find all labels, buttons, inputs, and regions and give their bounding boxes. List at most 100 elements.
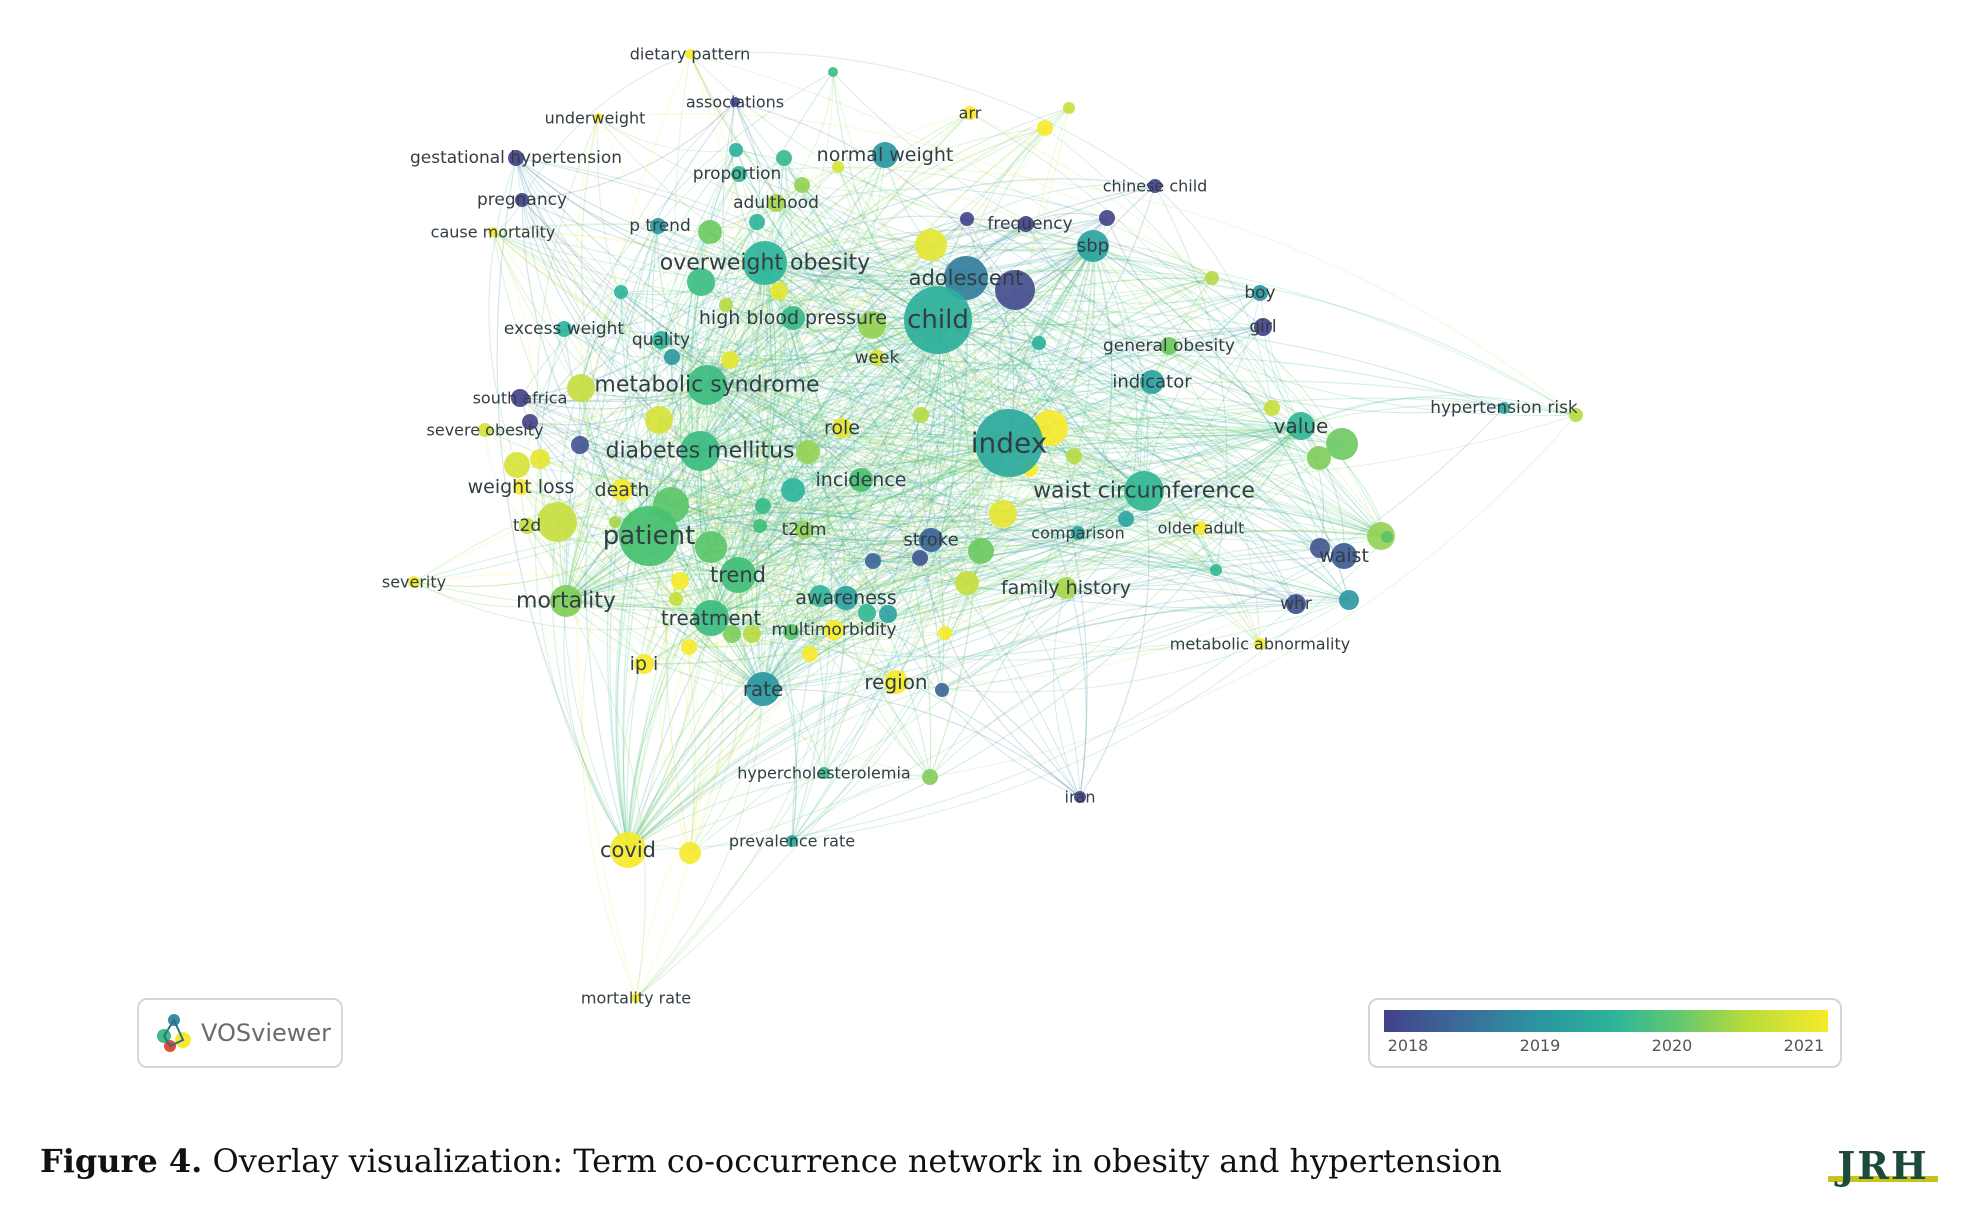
network-edge — [710, 218, 968, 619]
node-general-obesity[interactable] — [1160, 337, 1178, 355]
node-associations[interactable] — [730, 97, 740, 107]
node-comparison[interactable] — [1071, 526, 1085, 540]
node-mortality[interactable] — [550, 585, 582, 617]
node-boy[interactable] — [1252, 285, 1268, 301]
network-edge — [710, 443, 1343, 622]
network-edge — [580, 112, 971, 389]
label-hypertension-risk: hypertension risk — [1430, 398, 1578, 418]
node-metabolic-syndrome[interactable] — [687, 365, 727, 405]
network-edge — [887, 217, 1108, 615]
node-metabolic-abnormality[interactable] — [1254, 638, 1266, 650]
node-ip-i[interactable] — [634, 654, 654, 674]
node-indicator[interactable] — [1140, 370, 1164, 394]
node-role[interactable] — [832, 418, 852, 438]
node-death[interactable] — [611, 479, 633, 501]
network-edge — [529, 421, 932, 542]
node-whr[interactable] — [1286, 594, 1306, 614]
node-multimorbidity[interactable] — [824, 620, 844, 640]
node-waist[interactable] — [1331, 543, 1357, 569]
node-week[interactable] — [869, 350, 885, 366]
node-waist-circumference[interactable] — [1124, 471, 1164, 511]
node-overweight-obesity[interactable] — [743, 241, 787, 285]
node-excess-weight[interactable] — [556, 321, 572, 337]
node-proportion[interactable] — [731, 166, 747, 182]
node-hypertension-risk[interactable] — [1498, 402, 1510, 414]
network-edge — [413, 535, 650, 587]
network-edge — [706, 359, 1320, 459]
node-cause-mortality[interactable] — [488, 227, 498, 237]
network-edge — [857, 479, 931, 778]
node-iran[interactable] — [1074, 791, 1086, 803]
network-edge — [919, 557, 1081, 798]
node-region[interactable] — [884, 670, 908, 694]
node-t2dm[interactable] — [795, 521, 813, 539]
node-covid[interactable] — [610, 832, 646, 868]
node-diabetes-mellitus[interactable] — [680, 431, 720, 471]
node-value[interactable] — [1287, 412, 1315, 440]
node-stroke[interactable] — [919, 528, 943, 552]
node-incidence[interactable] — [849, 468, 873, 492]
network-edge — [791, 184, 857, 842]
node-frequency[interactable] — [1018, 216, 1034, 232]
network-edge — [937, 319, 1127, 520]
node-severe-obesity[interactable] — [478, 423, 492, 437]
node-hypercholesterolemia[interactable] — [818, 767, 830, 779]
node-prevalence-rate[interactable] — [786, 835, 798, 847]
network-edge — [1092, 245, 1388, 538]
label-p-trend: p trend — [629, 216, 691, 236]
network-edge — [657, 225, 1094, 277]
node-trend[interactable] — [720, 557, 756, 593]
node-mortality-rate[interactable] — [631, 993, 641, 1003]
node-pregnancy[interactable] — [515, 193, 529, 207]
network-edge — [706, 384, 921, 559]
network-edge — [670, 468, 1031, 523]
network-edge — [620, 291, 1010, 444]
network-edge — [775, 202, 1350, 601]
node-chinese-child[interactable] — [1148, 179, 1162, 193]
network-edge — [526, 525, 931, 778]
network-edge — [699, 262, 766, 452]
node-family-history[interactable] — [1055, 577, 1077, 599]
node-awareness[interactable] — [834, 586, 858, 610]
network-edge — [620, 245, 1094, 316]
node-gestational-hypertension[interactable] — [508, 150, 524, 166]
network-edge — [706, 384, 1004, 515]
node-quality[interactable] — [652, 331, 670, 349]
network-edge — [580, 225, 659, 389]
node-rate[interactable] — [746, 672, 780, 706]
label-normal-weight: normal weight — [817, 144, 954, 166]
node-adolescent[interactable] — [944, 256, 988, 300]
network-edge — [764, 262, 967, 290]
node-weight-loss[interactable] — [513, 479, 529, 495]
network-edge — [643, 221, 761, 665]
node-child[interactable] — [904, 286, 972, 354]
network-edge — [529, 262, 766, 423]
label-waist-circumference: waist circumference — [1033, 479, 1255, 504]
node-sbp[interactable] — [1077, 230, 1109, 262]
node-south-africa[interactable] — [511, 389, 529, 407]
network-edge — [920, 342, 1040, 416]
node-index[interactable] — [975, 409, 1043, 477]
network-edge — [1200, 527, 1350, 601]
node-older-adult[interactable] — [1194, 521, 1208, 535]
node-patient[interactable] — [619, 506, 679, 566]
network-edge — [529, 421, 868, 614]
node-t2d[interactable] — [519, 518, 535, 534]
network-edge — [565, 573, 847, 602]
node-severity[interactable] — [408, 576, 420, 588]
node-high-blood-pressure[interactable] — [781, 306, 805, 330]
network-edge — [866, 217, 1108, 614]
label-quality: quality — [632, 330, 690, 350]
node-adulthood[interactable] — [767, 194, 785, 212]
node-normal-weight[interactable] — [872, 142, 898, 168]
node-p-trend[interactable] — [650, 218, 666, 234]
network-edge — [529, 421, 897, 683]
network-edge — [699, 450, 847, 599]
network-edge — [944, 529, 1382, 634]
network-edge — [526, 496, 982, 552]
node-girl[interactable] — [1254, 318, 1272, 336]
node-treatment[interactable] — [693, 600, 729, 636]
node-arr[interactable] — [963, 106, 977, 120]
node-underweight[interactable] — [593, 113, 603, 123]
node-dietary-pattern[interactable] — [685, 49, 695, 59]
